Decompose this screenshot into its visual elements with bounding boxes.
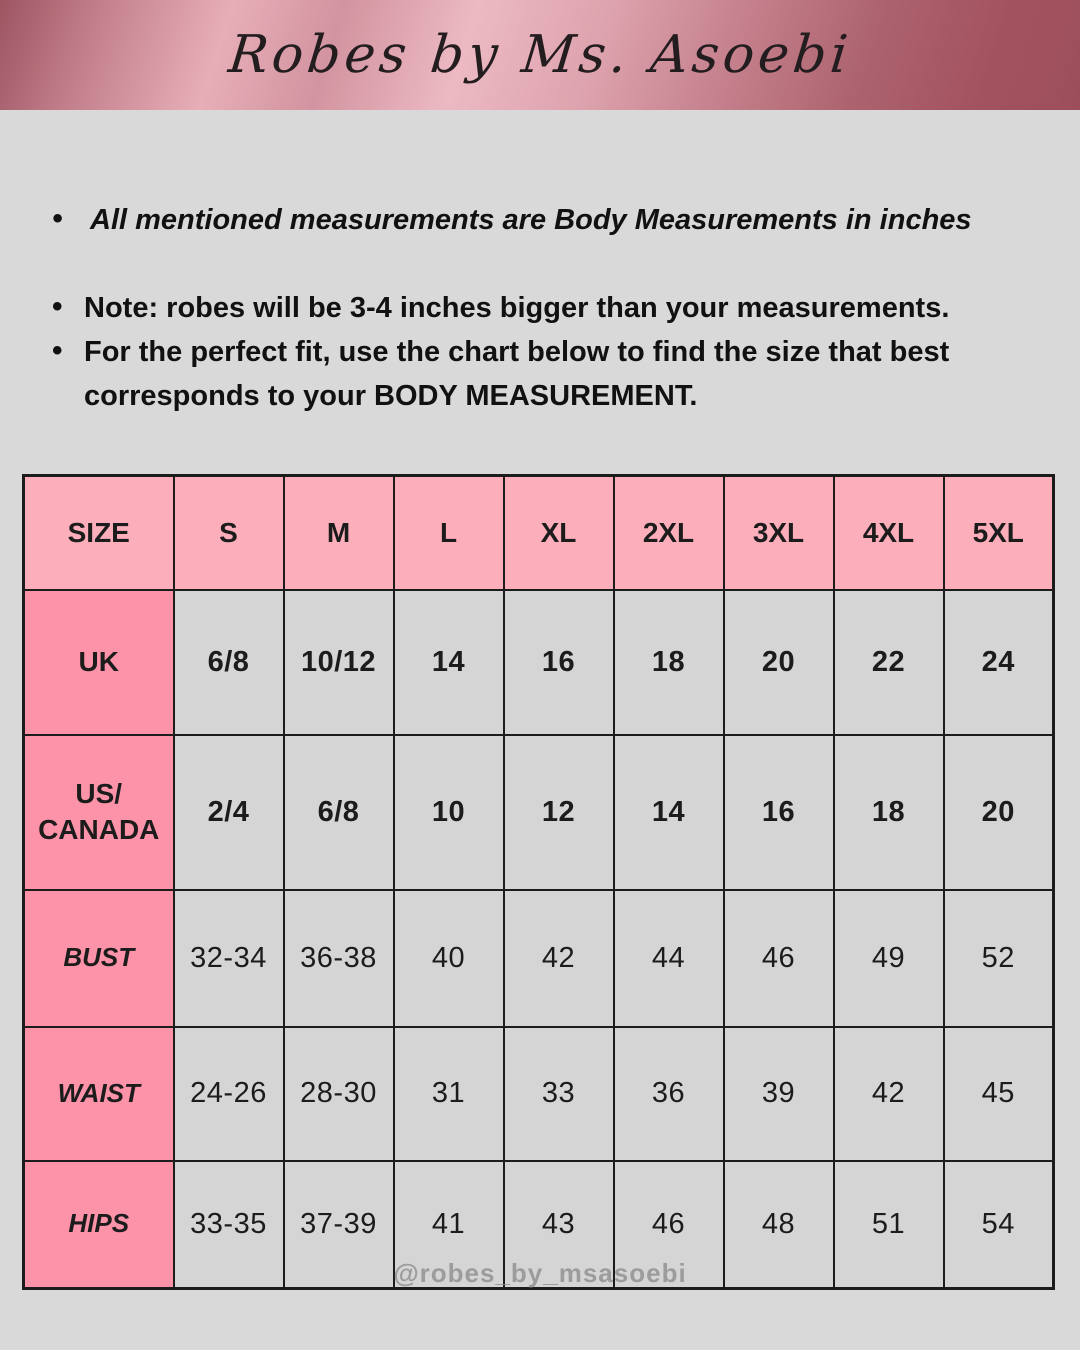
cell-uk-l: 14 xyxy=(392,588,505,736)
bullet-icon xyxy=(52,330,82,372)
size-chart-row-bust: BUST 32-34 36-38 40 42 44 46 49 52 xyxy=(22,888,1055,1028)
cell-us-5xl: 20 xyxy=(942,733,1055,891)
cell-bust-s: 32-34 xyxy=(172,888,285,1028)
note-text: For the perfect fit, use the chart below… xyxy=(84,336,950,412)
cell-hips-3xl: 48 xyxy=(722,1159,835,1290)
size-chart-row-us: US/ CANADA 2/4 6/8 10 12 14 16 18 20 xyxy=(22,733,1055,891)
column-header-s: S xyxy=(172,474,285,591)
column-header-4xl: 4XL xyxy=(832,474,945,591)
cell-waist-m: 28-30 xyxy=(282,1025,395,1162)
cell-bust-3xl: 46 xyxy=(722,888,835,1028)
cell-us-m: 6/8 xyxy=(282,733,395,891)
cell-us-l: 10 xyxy=(392,733,505,891)
cell-us-4xl: 18 xyxy=(832,733,945,891)
size-chart-header-row: SIZE S M L XL 2XL 3XL 4XL 5XL xyxy=(22,474,1055,591)
cell-uk-3xl: 20 xyxy=(722,588,835,736)
cell-waist-5xl: 45 xyxy=(942,1025,1055,1162)
cell-bust-xl: 42 xyxy=(502,888,615,1028)
row-label-hips: HIPS xyxy=(22,1159,175,1290)
column-header-2xl: 2XL xyxy=(612,474,725,591)
cell-us-xl: 12 xyxy=(502,733,615,891)
cell-hips-4xl: 51 xyxy=(832,1159,945,1290)
cell-waist-4xl: 42 xyxy=(832,1025,945,1162)
cell-bust-5xl: 52 xyxy=(942,888,1055,1028)
cell-uk-4xl: 22 xyxy=(832,588,945,736)
size-chart-row-hips: HIPS 33-35 37-39 41 43 46 48 51 54 xyxy=(22,1159,1055,1290)
note-perfect-fit: For the perfect fit, use the chart below… xyxy=(52,330,1050,418)
cell-uk-m: 10/12 xyxy=(282,588,395,736)
column-header-m: M xyxy=(282,474,395,591)
size-chart-body: UK 6/8 10/12 14 16 18 20 22 24 US/ CANADA 2/4 6/8 10… xyxy=(22,588,1055,1290)
column-header-5xl: 5XL xyxy=(942,474,1055,591)
watermark: @robes_by_msasoebi xyxy=(393,1258,687,1288)
cell-uk-5xl: 24 xyxy=(942,588,1055,736)
brand-name: Robes by Ms. Asoebi xyxy=(225,25,855,85)
row-label-uk: UK xyxy=(22,588,175,736)
column-header-3xl: 3XL xyxy=(722,474,835,591)
size-chart-row-waist: WAIST 24-26 28-30 31 33 36 39 42 45 xyxy=(22,1025,1055,1162)
row-label-waist: WAIST xyxy=(22,1025,175,1162)
cell-hips-2xl: 46 xyxy=(612,1159,725,1290)
cell-us-s: 2/4 xyxy=(172,733,285,891)
cell-bust-l: 40 xyxy=(392,888,505,1028)
note-text: All mentioned measurements are Body Meas… xyxy=(90,204,972,236)
cell-bust-4xl: 49 xyxy=(832,888,945,1028)
cell-bust-m: 36-38 xyxy=(282,888,395,1028)
cell-waist-2xl: 36 xyxy=(612,1025,725,1162)
note-text: Note: robes will be 3-4 inches bigger th… xyxy=(84,292,950,324)
cell-uk-s: 6/8 xyxy=(172,588,285,736)
bullet-icon xyxy=(52,198,82,240)
size-chart-row-uk: UK 6/8 10/12 14 16 18 20 22 24 xyxy=(22,588,1055,736)
cell-us-2xl: 14 xyxy=(612,733,725,891)
bullet-icon xyxy=(52,286,82,328)
cell-hips-5xl: 54 xyxy=(942,1159,1055,1290)
cell-hips-xl: 43 xyxy=(502,1159,615,1290)
cell-uk-xl: 16 xyxy=(502,588,615,736)
cell-hips-m: 37-39 xyxy=(282,1159,395,1290)
column-header-l: L xyxy=(392,474,505,591)
cell-waist-xl: 33 xyxy=(502,1025,615,1162)
row-label-us: US/ CANADA xyxy=(22,733,175,891)
cell-hips-s: 33-35 xyxy=(172,1159,285,1290)
cell-uk-2xl: 18 xyxy=(612,588,725,736)
cell-us-3xl: 16 xyxy=(722,733,835,891)
column-header-size: SIZE xyxy=(22,474,175,591)
note-body-measurements: All mentioned measurements are Body Meas… xyxy=(52,198,1050,242)
cell-bust-2xl: 44 xyxy=(612,888,725,1028)
note-robes-bigger: Note: robes will be 3-4 inches bigger th… xyxy=(52,286,1050,330)
row-label-bust: BUST xyxy=(22,888,175,1028)
cell-hips-l: 41 xyxy=(392,1159,505,1290)
brand-banner: Robes by Ms. Asoebi xyxy=(0,0,1080,110)
cell-waist-s: 24-26 xyxy=(172,1025,285,1162)
cell-waist-3xl: 39 xyxy=(722,1025,835,1162)
notes-section: All mentioned measurements are Body Meas… xyxy=(0,110,1080,418)
size-chart-wrapper: SIZE S M L XL 2XL 3XL 4XL 5XL UK 6/8 10/12 14 16 18 20… xyxy=(22,474,1080,1290)
column-header-xl: XL xyxy=(502,474,615,591)
cell-waist-l: 31 xyxy=(392,1025,505,1162)
size-chart-table: SIZE S M L XL 2XL 3XL 4XL 5XL UK 6/8 10/12 14 16 18 20… xyxy=(22,474,1055,1290)
